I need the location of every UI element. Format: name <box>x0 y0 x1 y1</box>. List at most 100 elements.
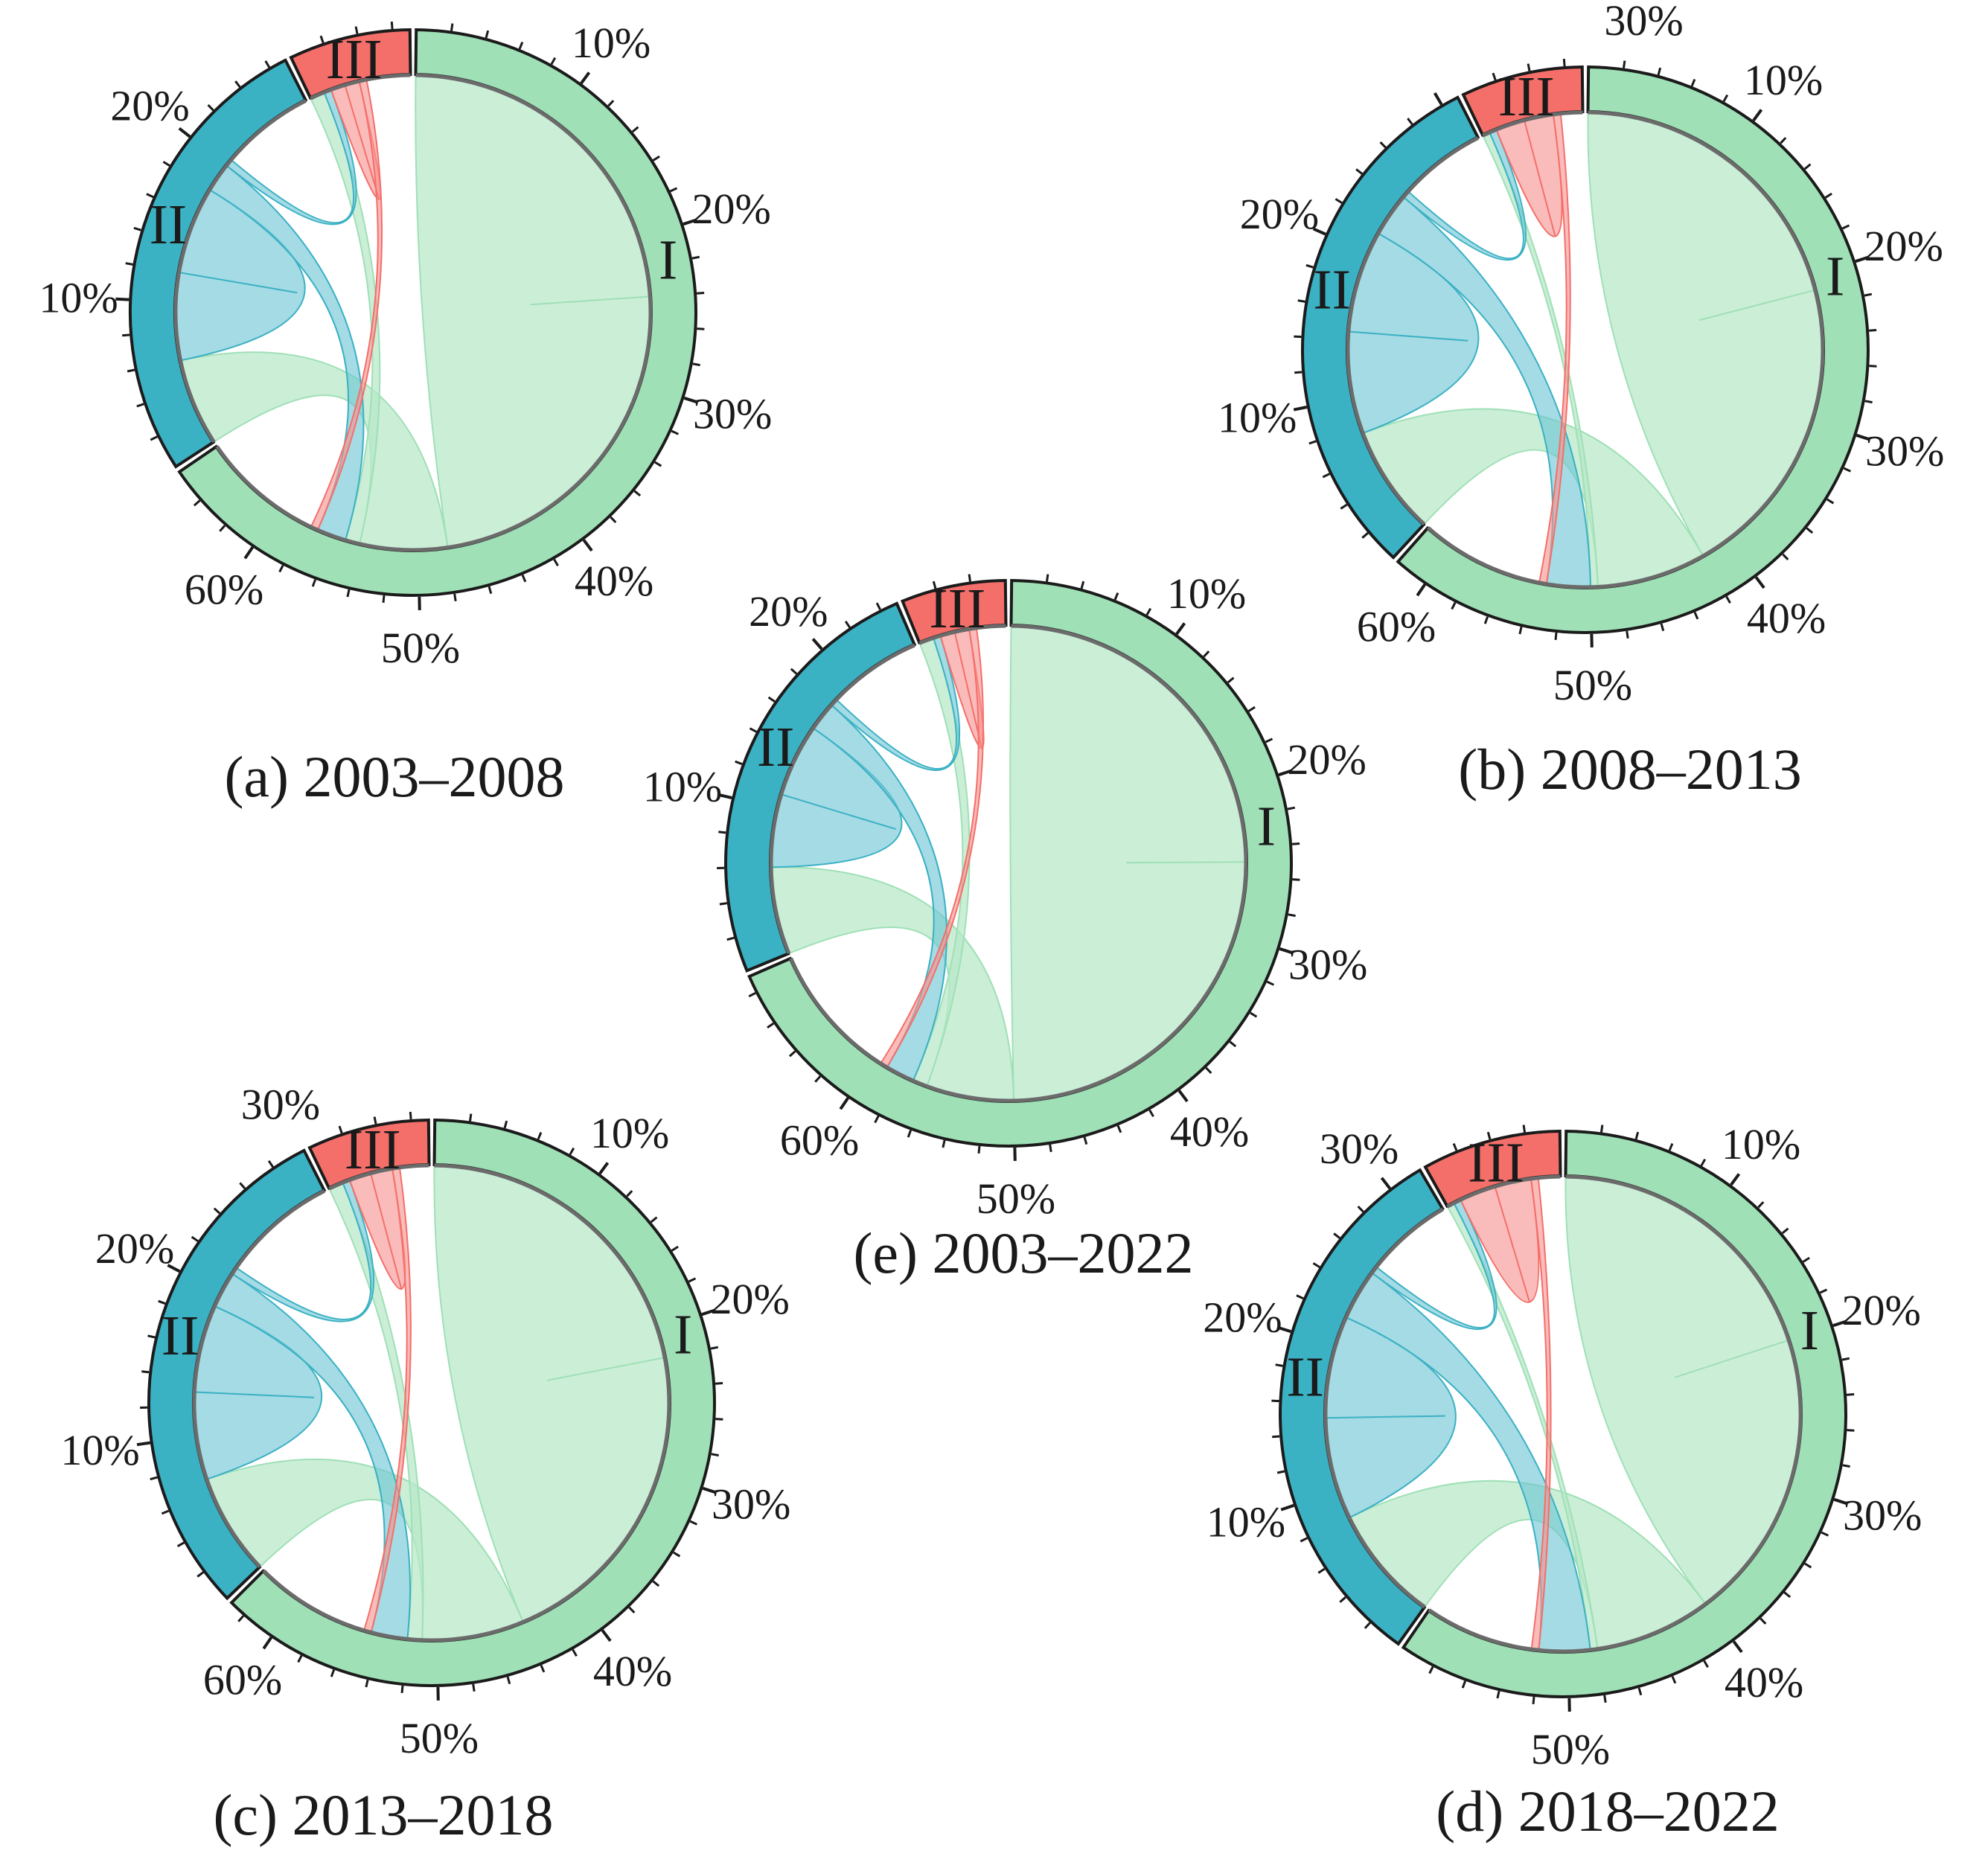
tick-label: 20% <box>1240 190 1319 238</box>
tick-label: 30% <box>241 1080 320 1128</box>
inner-rim <box>918 624 1006 645</box>
tick-label: 10% <box>60 1426 139 1474</box>
axis-tick <box>626 1190 633 1197</box>
ribbon-group <box>1325 1176 1800 1651</box>
tick-label: 20% <box>1842 1286 1921 1334</box>
axis-tick <box>683 396 698 404</box>
axis-tick <box>710 1346 719 1350</box>
category-label: II <box>162 1305 199 1367</box>
axis-tick <box>1416 583 1427 597</box>
inner-rim <box>1482 110 1583 138</box>
axis-tick <box>814 1075 822 1083</box>
axis-tick <box>702 1486 717 1494</box>
axis-tick <box>167 1264 181 1273</box>
axis-tick <box>1294 335 1302 339</box>
axis-tick <box>1364 1622 1371 1629</box>
axis-tick <box>207 104 214 112</box>
tick-label: 60% <box>185 566 263 614</box>
tick-label: 10% <box>590 1109 669 1157</box>
axis-tick <box>1046 574 1049 582</box>
panel-caption: (e) 2003–2022 <box>853 1221 1193 1285</box>
axis-tick <box>450 23 454 31</box>
axis-tick <box>262 1637 273 1650</box>
axis-tick <box>1703 1660 1709 1669</box>
axis-tick <box>191 1235 199 1242</box>
tick-label: 20% <box>1203 1293 1282 1341</box>
axis-tick <box>1265 738 1273 743</box>
axis-tick <box>1203 650 1210 658</box>
axis-tick <box>297 1654 303 1663</box>
axis-tick <box>696 292 705 295</box>
axis-tick <box>136 1441 151 1447</box>
axis-tick <box>264 60 271 68</box>
axis-tick <box>1821 1531 1829 1537</box>
tick-label: 50% <box>1553 661 1632 709</box>
tick-label: 40% <box>1747 594 1826 642</box>
axis-tick <box>1855 255 1869 263</box>
axis-tick <box>1296 1294 1304 1300</box>
tick-label: 50% <box>1531 1725 1610 1773</box>
axis-tick <box>1806 527 1814 534</box>
axis-tick <box>1869 365 1877 368</box>
axis-tick <box>788 1050 796 1058</box>
axis-tick <box>1634 1131 1640 1140</box>
axis-tick <box>1340 503 1348 510</box>
axis-tick <box>1626 630 1629 639</box>
axis-tick <box>1657 67 1662 76</box>
axis-tick <box>1527 63 1531 71</box>
axis-tick <box>691 255 700 260</box>
axis-tick <box>726 936 735 941</box>
axis-tick <box>400 1685 404 1694</box>
axis-tick <box>346 589 351 598</box>
axis-tick <box>942 1139 946 1148</box>
inner-rim <box>262 1163 671 1642</box>
axis-tick <box>1492 72 1497 81</box>
tick-label: 30% <box>432 0 511 7</box>
axis-tick <box>365 1679 369 1688</box>
axis-tick <box>673 1551 681 1558</box>
axis-tick <box>1842 1464 1850 1468</box>
axis-tick <box>158 1299 166 1305</box>
axis-tick <box>1280 1503 1294 1511</box>
axis-tick <box>692 362 700 367</box>
category-label: III <box>1468 1132 1524 1194</box>
ribbon-group <box>194 1165 670 1640</box>
category-label: III <box>929 578 985 640</box>
axis-tick <box>150 435 158 441</box>
axis-tick <box>1804 1562 1812 1569</box>
axis-tick <box>654 461 662 467</box>
inner-rim <box>1427 110 1825 589</box>
axis-tick <box>767 696 776 703</box>
tick-label: 40% <box>1725 1658 1803 1706</box>
axis-tick <box>1227 676 1235 684</box>
axis-tick <box>1322 473 1330 479</box>
tick-label: 10% <box>1167 569 1246 618</box>
axis-tick <box>1722 94 1729 103</box>
axis-tick <box>1116 1125 1122 1133</box>
axis-tick <box>1841 224 1850 230</box>
axis-tick <box>125 262 133 266</box>
axis-tick <box>1623 60 1626 68</box>
axis-tick <box>213 1207 221 1215</box>
axis-tick <box>1205 1066 1212 1074</box>
axis-tick <box>811 638 823 650</box>
ribbon-group <box>176 74 651 551</box>
axis-tick <box>701 1308 715 1317</box>
tick-label: 30% <box>693 389 772 438</box>
category-label: I <box>674 1304 692 1366</box>
tick-label: 10% <box>39 274 118 322</box>
axis-tick <box>1361 532 1369 539</box>
axis-tick <box>718 793 732 800</box>
axis-tick <box>1305 263 1314 269</box>
category-label: I <box>659 229 677 292</box>
axis-tick <box>409 1111 412 1120</box>
axis-tick <box>735 760 743 766</box>
axis-tick <box>719 902 728 906</box>
axis-tick <box>1781 1227 1789 1235</box>
axis-tick <box>518 42 524 50</box>
axis-tick <box>1335 198 1343 204</box>
axis-tick <box>278 564 284 573</box>
